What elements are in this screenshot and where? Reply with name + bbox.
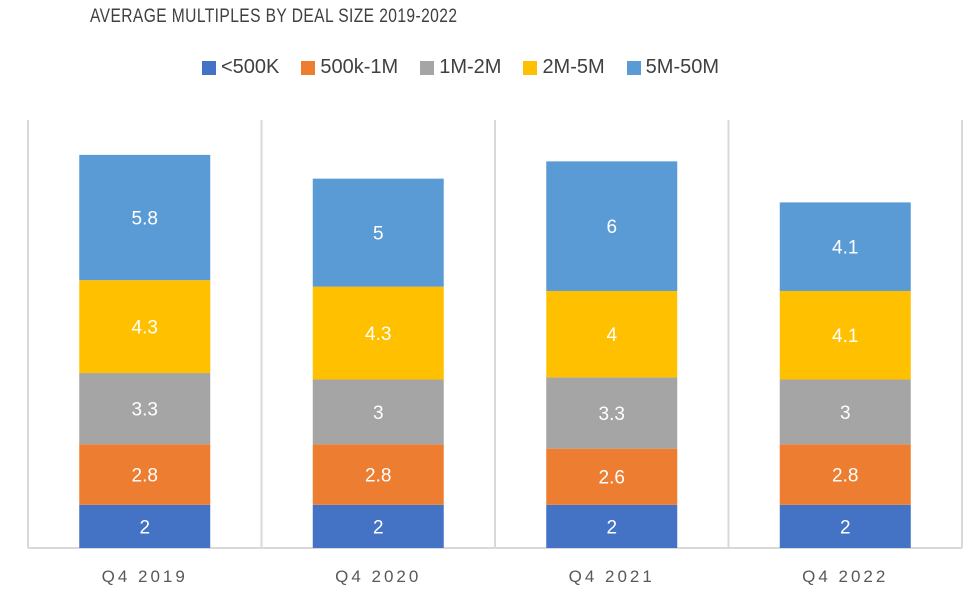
legend-label: 1M-2M: [439, 56, 502, 78]
bar-segment: [312, 286, 444, 380]
data-label: 2: [373, 517, 384, 538]
data-label: 5: [373, 224, 384, 245]
data-label: 4.1: [832, 326, 858, 347]
data-label: 3.3: [132, 400, 158, 421]
data-label: 2: [840, 517, 851, 538]
bar-segment: [79, 154, 211, 281]
data-label: 2.8: [832, 466, 858, 487]
legend-label: 500k-1M: [320, 56, 399, 78]
legend-item: 500k-1M: [301, 56, 398, 79]
legend-item: 2M-5M: [523, 56, 605, 79]
legend-swatch: [626, 60, 641, 75]
bar-segment: [779, 202, 911, 291]
bar-segment: [312, 379, 444, 445]
x-tick-label: Q4 2021: [569, 567, 655, 586]
chart-title: AVERAGE MULTIPLES BY DEAL SIZE 2019-2022: [90, 6, 458, 27]
bar-segment: [779, 444, 911, 505]
bar-segment: [312, 444, 444, 505]
data-label: 2.8: [365, 466, 391, 487]
legend-item: 1M-2M: [420, 56, 501, 79]
bar-segment: [546, 290, 678, 378]
data-label: 4: [606, 325, 617, 346]
legend-swatch: [420, 60, 435, 75]
bar-segment: [546, 448, 678, 505]
legend: <500K 500k-1M 1M-2M 2M-5M 5M-50M: [202, 56, 741, 79]
legend-swatch: [301, 60, 316, 75]
legend-label: 2M-5M: [542, 56, 605, 78]
bar-segment: [312, 178, 444, 287]
bar-segment: [79, 373, 211, 445]
data-label: 5.8: [132, 209, 158, 230]
bar-segment: [546, 504, 678, 548]
bar-segment: [779, 379, 911, 445]
data-label: 3: [373, 403, 384, 424]
data-label: 2: [139, 517, 150, 538]
x-tick-label: Q4 2020: [335, 567, 421, 586]
bar-segment: [779, 290, 911, 380]
data-label: 4.1: [832, 238, 858, 259]
legend-item: 5M-50M: [626, 56, 720, 79]
data-label: 6: [606, 217, 617, 238]
legend-label: <500K: [221, 56, 280, 78]
data-label: 3.3: [599, 404, 625, 425]
bar-segment: [79, 280, 211, 374]
bar-segment: [779, 504, 911, 548]
x-tick-label: Q4 2019: [102, 567, 188, 586]
data-label: 2: [606, 517, 617, 538]
bar-segment: [546, 161, 678, 291]
bar-segment: [312, 504, 444, 548]
legend-swatch: [523, 60, 538, 75]
bar-segment: [79, 444, 211, 505]
data-label: 3: [840, 403, 851, 424]
legend-item: <500K: [202, 56, 279, 79]
x-tick-label: Q4 2022: [802, 567, 888, 586]
bar-segment: [79, 504, 211, 548]
data-label: 2.8: [132, 466, 158, 487]
legend-swatch: [202, 60, 216, 75]
data-label: 4.3: [132, 318, 158, 339]
bar-segment: [546, 377, 678, 449]
data-label: 4.3: [365, 324, 391, 345]
legend-label: 5M-50M: [645, 56, 720, 78]
data-label: 2.6: [599, 468, 625, 489]
